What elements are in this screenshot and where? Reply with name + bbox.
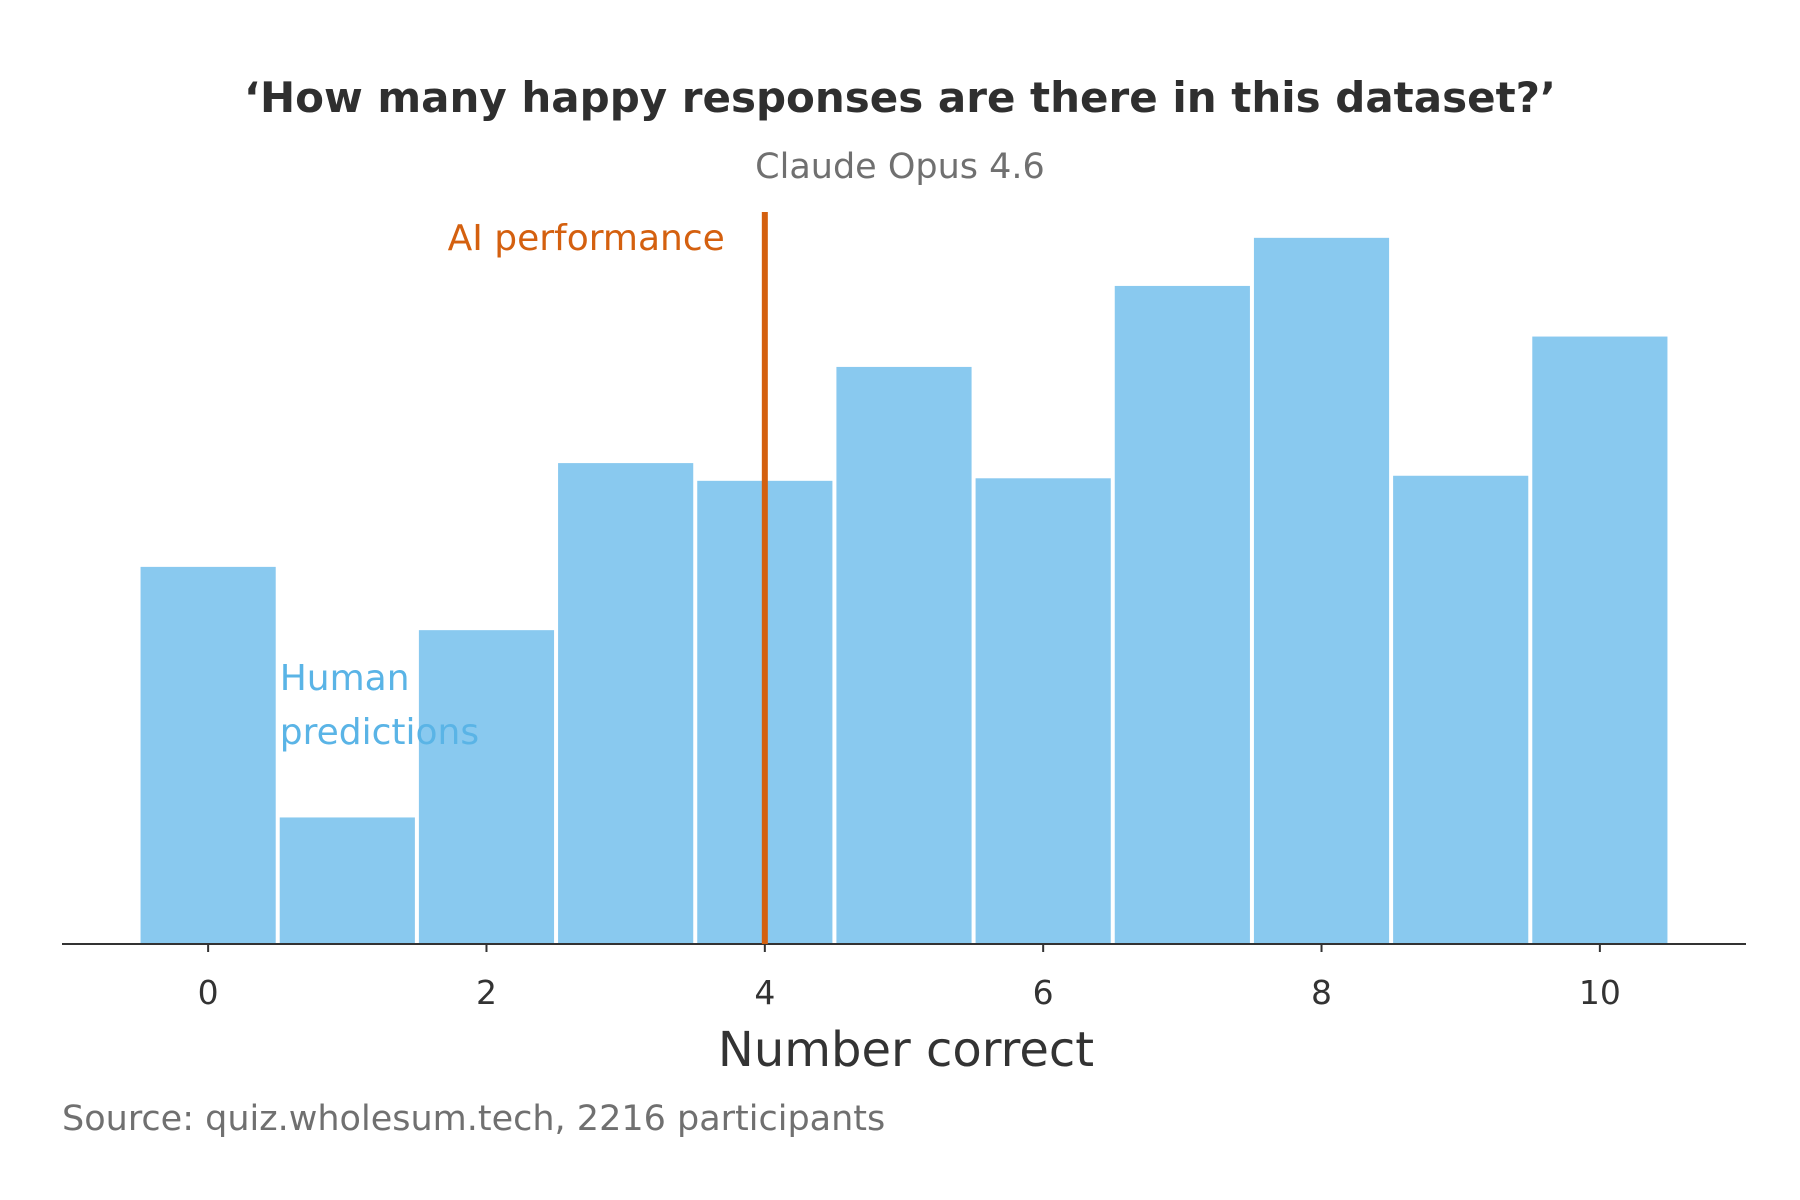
histogram-bar-8 [1253, 237, 1390, 945]
human-predictions-label-line: Human [280, 658, 410, 699]
chart-title: ‘How many happy responses are there in t… [244, 73, 1556, 122]
histogram-bar-5 [836, 366, 972, 944]
histogram-bar-2 [418, 630, 555, 944]
x-tick-label-6: 6 [1033, 973, 1054, 1012]
x-tick-label-2: 2 [476, 973, 497, 1012]
ai-performance-label: AI performance [448, 218, 725, 259]
bars-group [140, 237, 1668, 945]
histogram-bar-10 [1532, 336, 1668, 944]
human-predictions-label: Human predictions [280, 658, 479, 753]
chart-subtitle: Claude Opus 4.6 [755, 147, 1045, 187]
x-axis-ticks: 0 2 4 6 8 10 [198, 944, 1621, 1012]
histogram-bar-6 [975, 478, 1111, 944]
x-tick-label-0: 0 [198, 973, 219, 1012]
source-note: Source: quiz.wholesum.tech, 2216 partici… [62, 1099, 885, 1139]
x-tick-label-10: 10 [1579, 973, 1621, 1012]
histogram-bar-7 [1114, 285, 1250, 944]
human-predictions-label-line: predictions [280, 712, 479, 753]
x-tick-label-4: 4 [754, 973, 775, 1012]
histogram-bar-1 [279, 817, 415, 944]
histogram-bar-0 [140, 566, 276, 944]
histogram-bar-9 [1393, 475, 1529, 944]
x-axis-label: Number correct [718, 1022, 1094, 1078]
histogram-bar-3 [558, 463, 694, 944]
x-tick-label-8: 8 [1311, 973, 1332, 1012]
